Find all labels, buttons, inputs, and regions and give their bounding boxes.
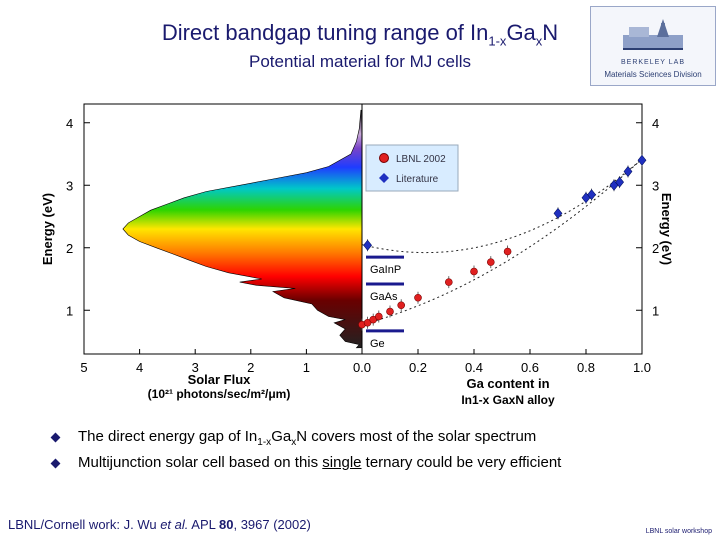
bullet-item: Multijunction solar cell based on this s… (48, 454, 708, 480)
x-tick-label-flux: 5 (80, 360, 87, 375)
spectrum-area (122, 109, 363, 349)
y-tick-label-left: 2 (66, 241, 73, 256)
logo-division-name: Materials Sciences Division (604, 70, 702, 79)
x-tick-label-flux: 3 (192, 360, 199, 375)
data-point-lbnl (470, 267, 478, 276)
x-axis-title-ga: Ga content in (466, 376, 549, 391)
data-point-literature (637, 154, 647, 166)
x-axis-title-flux: Solar Flux (188, 372, 252, 387)
x-tick-label-ga: 0.8 (577, 360, 595, 375)
citation-footer: LBNL/Cornell work: J. Wu et al. APL 80, … (8, 517, 311, 532)
x-tick-label-ga: 1.0 (633, 360, 651, 375)
campus-building-icon (623, 19, 683, 50)
bullet-list: The direct energy gap of In1-xGaxN cover… (48, 428, 708, 480)
bullet-diamond-icon (50, 432, 61, 443)
data-point-literature (553, 207, 563, 219)
fit-curve-lower (361, 158, 643, 326)
legend-entry-label: Literature (396, 174, 439, 185)
y-tick-label-left: 1 (66, 303, 73, 318)
x-tick-label-ga: 0.0 (353, 360, 371, 375)
data-point-literature (363, 239, 372, 251)
slide-title: Direct bandgap tuning range of In1-xGaxN (161, 20, 559, 49)
y-tick-label-right: 4 (652, 116, 659, 131)
bullet-item: The direct energy gap of In1-xGaxN cover… (48, 428, 708, 454)
material-label: GaInP (370, 264, 401, 276)
x-tick-label-ga: 0.6 (521, 360, 539, 375)
legend-marker-literature (379, 173, 389, 183)
bandgap-chart: 1 1 2 2 3 3 4 4 5 4 3 2 1 0.0 0.2 0.4 0.6 0.8 1.0 GaInP GaA… (40, 103, 674, 407)
legend: LBNL 2002 Literature (365, 144, 459, 192)
data-point-lbnl (414, 293, 422, 302)
data-point-lbnl (374, 312, 383, 321)
material-label: Ge (370, 338, 385, 350)
berkeley-lab-logo: BERKELEY LAB Materials Sciences Division (590, 6, 716, 86)
data-point-lbnl (503, 247, 512, 256)
data-point-lbnl (486, 258, 495, 266)
x-tick-label-flux: 2 (247, 360, 254, 375)
y-tick-label-left: 3 (66, 178, 73, 193)
x-tick-label-flux: 4 (136, 360, 143, 375)
x-axis-title-alloy: In1-x GaxN alloy (461, 393, 555, 407)
data-point-literature (615, 176, 624, 188)
y-tick-label-left: 4 (66, 116, 73, 131)
data-point-literature (623, 166, 633, 177)
y-tick-label-right: 3 (652, 178, 659, 193)
legend-box (365, 144, 459, 192)
data-point-literature (587, 189, 596, 201)
logo-lab-name: BERKELEY LAB (620, 59, 685, 66)
x-axis-units-flux: (10²¹ photons/sec/m²/μm) (148, 387, 291, 401)
bullet-diamond-icon (50, 458, 61, 469)
legend-marker-lbnl (379, 153, 389, 163)
material-label: GaAs (370, 291, 398, 303)
data-point-lbnl (386, 307, 394, 316)
y-tick-label-right: 2 (652, 241, 659, 256)
x-tick-label-ga: 0.2 (409, 360, 427, 375)
x-tick-label-flux: 1 (303, 360, 310, 375)
solar-spectrum (122, 109, 363, 349)
x-tick-label-ga: 0.4 (465, 360, 483, 375)
slide-subtitle: Potential material for MJ cells (248, 52, 472, 71)
legend-entry-label: LBNL 2002 (396, 154, 446, 165)
workshop-label: LBNL solar workshop (645, 528, 712, 535)
data-point-lbnl (397, 301, 406, 310)
y-axis-title-right: Energy (eV) (659, 193, 674, 265)
y-tick-label-right: 1 (652, 303, 659, 318)
y-axis-title-left: Energy (eV) (40, 193, 55, 265)
data-point-lbnl (444, 278, 453, 286)
